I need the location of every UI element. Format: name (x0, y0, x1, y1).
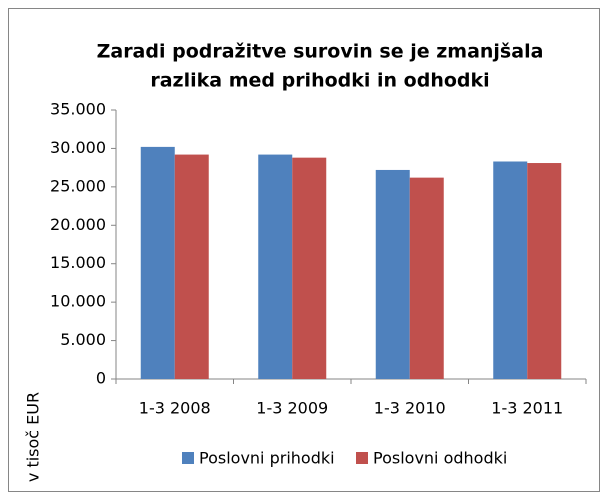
x-tick-label: 1-3 2010 (374, 399, 446, 418)
x-tick-label: 1-3 2011 (491, 399, 563, 418)
bar (258, 154, 293, 379)
y-tick-label: 30.000 (50, 138, 106, 157)
y-tick-label: 25.000 (50, 176, 106, 195)
bar (140, 146, 175, 379)
y-tick-label: 15.000 (50, 253, 106, 272)
y-axis-label: v tisoč EUR (24, 392, 43, 482)
legend-label: Poslovni odhodki (373, 449, 507, 468)
x-tick-label: 1-3 2009 (256, 399, 328, 418)
y-tick-label: 10.000 (50, 292, 106, 311)
bar (174, 154, 209, 379)
bar (409, 177, 444, 379)
legend-swatch (182, 452, 194, 464)
chart-title: razlika med prihodki in odhodki (150, 70, 489, 92)
legend-label: Poslovni prihodki (199, 449, 335, 468)
y-tick-label: 20.000 (50, 215, 106, 234)
bar (292, 157, 327, 379)
legend-swatch (356, 452, 368, 464)
y-tick-label: 5.000 (60, 330, 106, 349)
y-tick-label: 0 (96, 369, 106, 388)
bar (375, 169, 410, 379)
y-tick-label: 35.000 (50, 100, 106, 119)
bar (527, 163, 562, 379)
chart-title: Zaradi podražitve surovin se je zmanjšal… (97, 41, 544, 63)
bar (493, 161, 528, 379)
x-tick-label: 1-3 2008 (139, 399, 211, 418)
